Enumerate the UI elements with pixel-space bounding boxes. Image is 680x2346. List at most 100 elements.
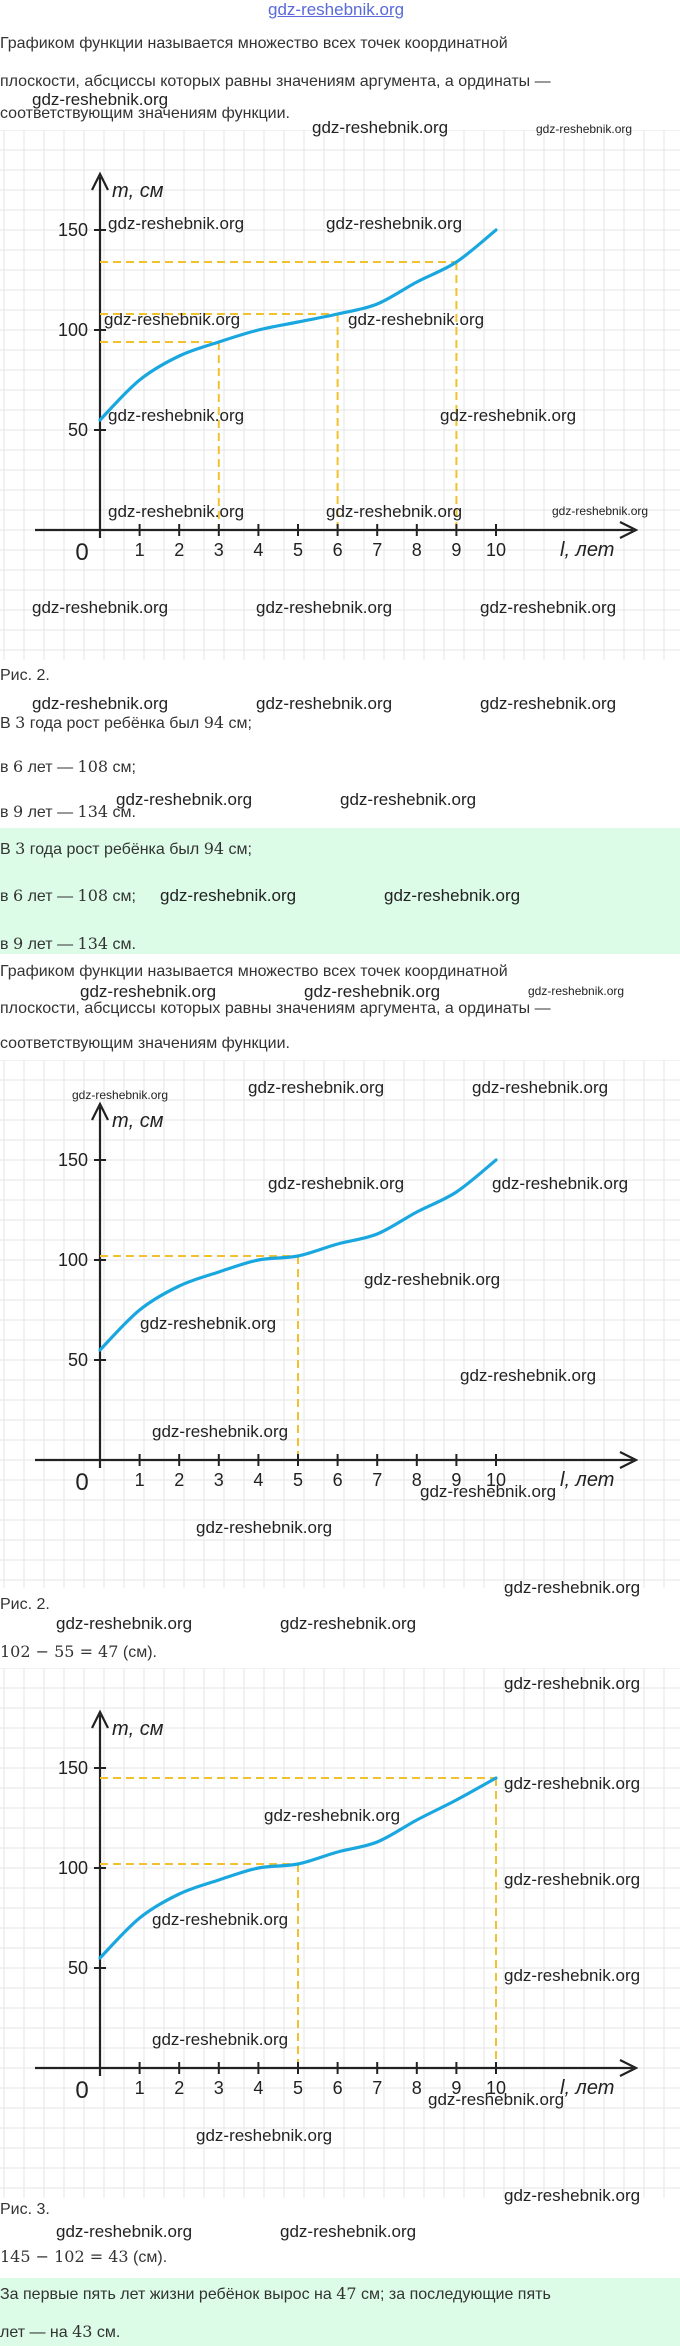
answer2: 102 − 55 = 47 (см).	[0, 1642, 157, 1661]
figure-caption-3: Рис. 3.	[0, 2201, 50, 2218]
watermark: gdz-reshebnik.org	[304, 982, 441, 1001]
origin-label: 0	[75, 2077, 88, 2104]
figure-caption-2: Рис. 2.	[0, 1596, 50, 1613]
watermark: gdz-reshebnik.org	[504, 1870, 641, 1889]
watermark: gdz-reshebnik.org	[312, 118, 449, 137]
y-axis-arrow	[91, 1709, 109, 1729]
x-tick-label: 4	[253, 1470, 263, 1490]
watermark: gdz-reshebnik.org	[460, 1366, 597, 1385]
watermark: gdz-reshebnik.org	[492, 1174, 629, 1193]
y-tick-label: 150	[58, 1758, 88, 1778]
answer1-hl-line-2: в 6 лет — 108 см;	[0, 886, 136, 905]
answer1-line-2: в 6 лет — 108 см;	[0, 757, 136, 776]
y-axis-label: m, см	[112, 1110, 164, 1132]
watermark: gdz-reshebnik.org	[472, 1078, 609, 1097]
y-tick-label: 150	[58, 220, 88, 240]
watermark: gdz-reshebnik.org	[152, 1422, 289, 1441]
x-tick-label: 7	[372, 2078, 382, 2098]
origin-label: 0	[75, 539, 88, 566]
x-tick-label: 10	[486, 540, 506, 560]
x-axis-label: l, лет	[560, 2077, 614, 2099]
x-axis-arrow	[619, 521, 639, 539]
y-tick-label: 150	[58, 1150, 88, 1170]
origin-label: 0	[75, 1469, 88, 1496]
x-tick-label: 3	[214, 2078, 224, 2098]
growth-chart-1: 1 2 3 4 5 6 7 8 9 10 50 100 150 0 m, см l, лет	[0, 130, 680, 660]
watermark: gdz-reshebnik.org	[80, 982, 217, 1001]
x-axis-label: l, лет	[560, 539, 614, 561]
watermark: gdz-reshebnik.org	[32, 90, 169, 109]
definition-line-2: плоскости, абсциссы которых равны значен…	[0, 73, 551, 90]
watermark: gdz-reshebnik.org	[140, 1314, 277, 1333]
watermark: gdz-reshebnik.org	[248, 1078, 385, 1097]
watermark: gdz-reshebnik.org	[56, 1614, 193, 1633]
y-axis-arrow	[91, 1101, 109, 1121]
watermark: gdz-reshebnik.org	[108, 214, 245, 233]
x-axis-arrow	[619, 1451, 639, 1469]
watermark: gdz-reshebnik.org	[56, 2222, 193, 2241]
watermark: gdz-reshebnik.org	[108, 406, 245, 425]
y-tick-label: 100	[58, 320, 88, 340]
y-tick-label: 50	[68, 1958, 88, 1978]
watermark: gdz-reshebnik.org	[104, 310, 241, 329]
final-answer-line-1: За первые пять лет жизни ребёнок вырос н…	[0, 2284, 551, 2303]
definition-line-3b: соответствующим значениям функции.	[0, 1035, 290, 1052]
watermark: gdz-reshebnik.org	[326, 502, 463, 521]
x-tick-label: 5	[293, 2078, 303, 2098]
x-tick-label: 8	[412, 540, 422, 560]
watermark: gdz-reshebnik.org	[72, 1088, 169, 1102]
x-tick-label: 2	[174, 540, 184, 560]
x-tick-label: 3	[214, 1470, 224, 1490]
watermark: gdz-reshebnik.org	[280, 1614, 417, 1633]
watermark: gdz-reshebnik.org	[528, 984, 625, 998]
final-answer-line-2: лет — на 43 см.	[0, 2322, 121, 2341]
watermark: gdz-reshebnik.org	[196, 2126, 333, 2145]
watermark: gdz-reshebnik.org	[256, 598, 393, 617]
growth-chart-2: 1 2 3 4 5 6 7 8 9 10 50 100 150 0 m, см l, лет	[0, 1060, 680, 1588]
watermark: gdz-reshebnik.org	[480, 694, 617, 713]
chart-grid	[0, 1668, 680, 2198]
y-tick-label: 50	[68, 420, 88, 440]
watermark: gdz-reshebnik.org	[152, 2030, 289, 2049]
y-axis-label: m, см	[112, 180, 164, 202]
watermark: gdz-reshebnik.org	[504, 1774, 641, 1793]
x-tick-label: 7	[372, 540, 382, 560]
watermark: gdz-reshebnik.org	[364, 1270, 501, 1289]
final-answer-highlight	[0, 2278, 680, 2346]
watermark: gdz-reshebnik.org	[264, 1806, 401, 1825]
watermark: gdz-reshebnik.org	[326, 214, 463, 233]
watermark: gdz-reshebnik.org	[504, 1674, 641, 1693]
watermark: gdz-reshebnik.org	[108, 502, 245, 521]
y-tick-label: 50	[68, 1350, 88, 1370]
watermark: gdz-reshebnik.org	[504, 1966, 641, 1985]
x-tick-label: 3	[214, 540, 224, 560]
answer1-hl-line-3: в 9 лет — 134 см.	[0, 934, 136, 953]
y-tick-label: 100	[58, 1250, 88, 1270]
watermark: gdz-reshebnik.org	[160, 886, 297, 905]
x-tick-label: 9	[451, 1470, 461, 1490]
watermark: gdz-reshebnik.org	[340, 790, 477, 809]
watermark: gdz-reshebnik.org	[480, 598, 617, 617]
watermark: gdz-reshebnik.org	[116, 790, 253, 809]
watermark: gdz-reshebnik.org	[384, 886, 521, 905]
x-tick-label: 2	[174, 2078, 184, 2098]
watermark: gdz-reshebnik.org	[348, 310, 485, 329]
x-tick-label: 5	[293, 1470, 303, 1490]
watermark: gdz-reshebnik.org	[32, 598, 169, 617]
watermark: gdz-reshebnik.org	[268, 1174, 405, 1193]
x-tick-label: 10	[486, 2078, 506, 2098]
watermark: gdz-reshebnik.org	[504, 1578, 641, 1597]
definition-line-1: Графиком функции называется множество вс…	[0, 35, 508, 52]
y-axis-label: m, см	[112, 1718, 164, 1740]
growth-curve	[98, 228, 498, 422]
site-link[interactable]: gdz-reshebnik.org	[268, 0, 405, 19]
x-tick-label: 1	[135, 2078, 145, 2098]
x-tick-label: 5	[293, 540, 303, 560]
x-tick-label: 6	[333, 1470, 343, 1490]
answer3: 145 − 102 = 43 (см).	[0, 2247, 168, 2266]
watermark: gdz-reshebnik.org	[152, 1910, 289, 1929]
answer1-line-3: в 9 лет — 134 см.	[0, 802, 136, 821]
watermark: gdz-reshebnik.org	[256, 694, 393, 713]
answer1-line-1: В 3 года рост ребёнка был 94 см;	[0, 713, 252, 732]
x-axis-arrow	[619, 2059, 639, 2077]
